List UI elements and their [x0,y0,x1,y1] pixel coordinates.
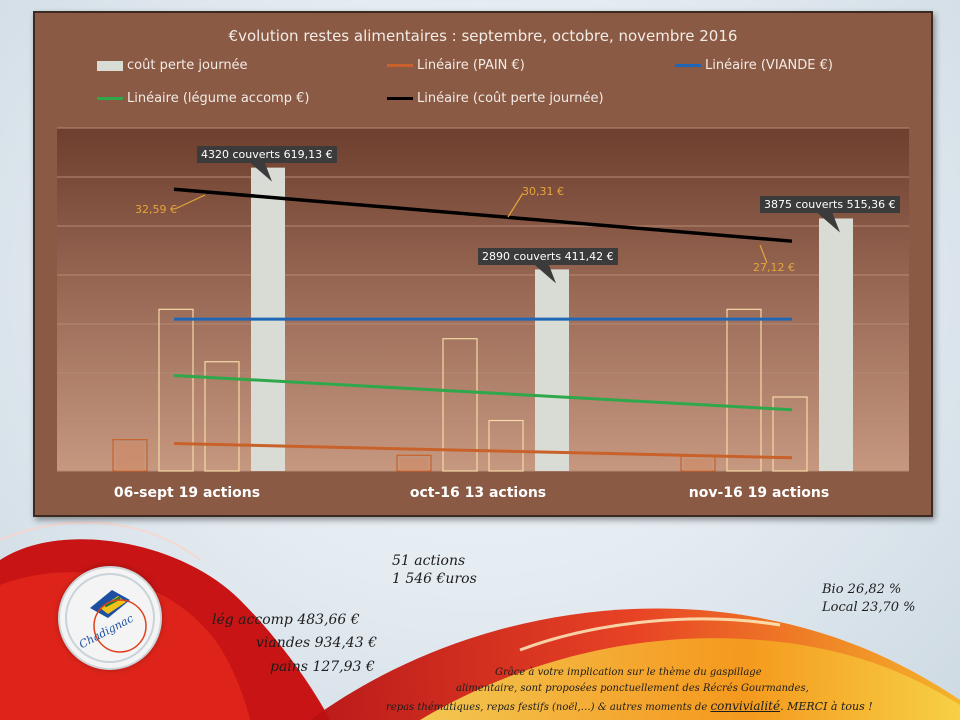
bar-viande [158,308,194,472]
x-tick-label: oct-16 13 actions [409,485,547,501]
legend-line-swatch [97,97,123,100]
summary-pains: pains 127,93 € [270,659,375,675]
legend-label: Linéaire (VIANDE €) [705,58,833,73]
footer-line-3: repas thématiques, repas festifs (noël,…… [386,699,873,713]
footer-convivialite: convivialité [710,699,781,713]
summary-bio: Bio 26,82 % [822,582,902,597]
bar-viande [442,338,478,472]
summary-euros: 1 546 €uros [392,571,477,587]
bar-coût-perte-journée [535,269,569,471]
logo-graphic: Chadignac [65,573,155,663]
bar-pain-fill [116,442,144,471]
legend-bar-swatch [97,60,123,71]
callout-nov: 3875 couverts 515,36 € [760,196,900,213]
pct-label-sept: 32,59 € [135,203,177,216]
legend-item-viande: Linéaire (VIANDE €) [675,58,833,73]
legend-item-cout: coût perte journée [97,58,248,73]
footer-line-2: alimentaire, sont proposées ponctuelleme… [456,683,809,694]
bar-pain-fill [400,458,428,471]
pct-label-oct: 30,31 € [522,185,564,198]
chadignac-logo: Chadignac [58,566,162,670]
legend-label: Linéaire (PAIN €) [417,58,525,73]
pct-label-nov: 27,12 € [753,261,795,274]
bar-viande [726,308,762,472]
bar-coût-perte-journée [819,218,853,471]
legend-item-pain: Linéaire (PAIN €) [387,58,525,73]
legend-item-legume: Linéaire (légume accomp €) [97,91,309,106]
x-tick-label: nov-16 19 actions [688,485,830,501]
summary-local: Local 23,70 % [822,600,916,615]
bar-pain-fill [684,459,712,471]
legend-line-swatch [387,97,413,100]
legend-line-swatch [675,64,701,67]
legend-line-swatch [387,64,413,67]
chart-title: €volution restes alimentaires : septembr… [228,27,738,45]
trendline-lin-aire-co-t-perte-journ-e- [173,187,793,243]
trendline-lin-aire-pain- [173,442,793,460]
legend-label: Linéaire (légume accomp €) [127,91,310,106]
trendline-lin-aire-l-gume-accomp- [173,373,793,412]
legend-label: Linéaire (coût perte journée) [417,91,604,106]
summary-viandes: viandes 934,43 € [256,635,377,651]
bar-légume-accomp [488,419,524,472]
footer-text: repas thématiques, repas festifs (noël,…… [386,702,711,713]
callout-sept: 4320 couverts 619,13 € [197,146,337,163]
bar-légume-accomp [204,361,240,472]
footer-line-1: Grâce à votre implication sur le thème d… [495,667,762,678]
summary-leg: lég accomp 483,66 € [212,612,360,628]
legend-item-cout-trend: Linéaire (coût perte journée) [387,91,604,106]
plot-area [57,128,909,471]
pct-arrow [507,192,524,218]
chart-panel: €volution restes alimentaires : septembr… [33,11,933,517]
pct-arrow [759,244,768,264]
chart-plot [57,127,909,472]
x-tick-label: 06-sept 19 actions [113,485,261,501]
legend-label: coût perte journée [127,58,248,73]
logo-text: Chadignac [77,612,136,651]
callout-oct: 2890 couverts 411,42 € [478,248,618,265]
pct-arrow [174,194,206,210]
footer-merci: . MERCI à tous ! [780,700,873,713]
bar-légume-accomp [772,396,808,472]
summary-actions: 51 actions [392,553,466,569]
